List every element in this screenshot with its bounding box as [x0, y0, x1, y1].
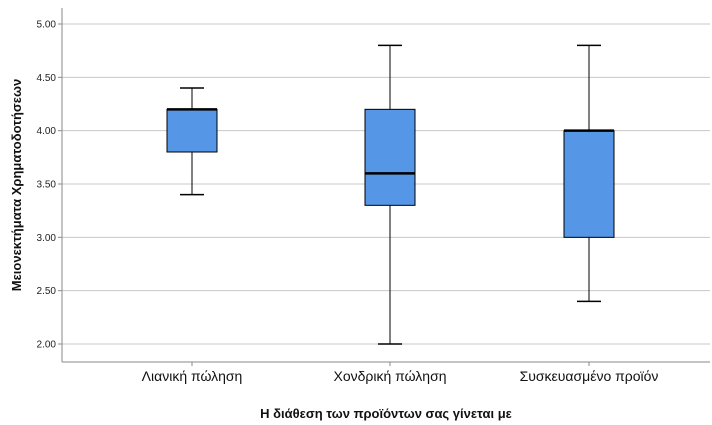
category-label: Συσκευασμένο προϊόν [520, 368, 659, 384]
y-tick-label: 4.00 [37, 126, 57, 137]
box-1 [166, 87, 218, 196]
iqr-box [563, 130, 615, 238]
box-2 [364, 44, 416, 345]
y-tick-labels: 2.00 2.50 3.00 3.50 4.00 4.50 5.00 [37, 20, 57, 351]
axes [61, 8, 710, 363]
box-3 [563, 44, 615, 303]
y-axis-title: Μειονεκτήματα Χρηματοδοτήσεων [9, 79, 24, 291]
y-tick-label: 3.50 [37, 180, 57, 191]
iqr-box [364, 108, 416, 206]
y-tick-label: 5.00 [37, 20, 57, 31]
y-tick-label: 4.50 [37, 73, 57, 84]
category-label: Λιανική πώληση [142, 368, 243, 384]
category-labels: Λιανική πώληση Χονδρική πώληση Συσκευασμέν… [142, 362, 659, 384]
x-axis-title: Η διάθεση των προϊόντων σας γίνεται με [260, 406, 512, 421]
category-label: Χονδρική πώληση [333, 368, 446, 384]
y-tick-label: 3.00 [37, 233, 57, 244]
y-tick-label: 2.00 [37, 340, 57, 351]
y-tick-label: 2.50 [37, 286, 57, 297]
boxes [166, 44, 615, 345]
iqr-box [166, 108, 218, 153]
